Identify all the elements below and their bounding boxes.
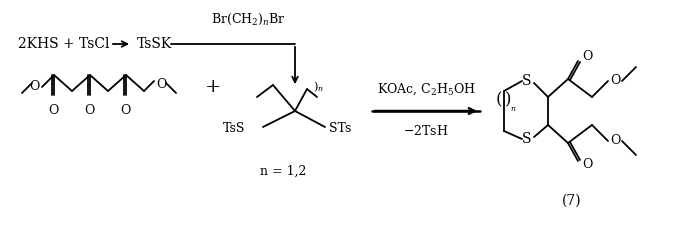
- Text: KOAc, C$_2$H$_5$OH: KOAc, C$_2$H$_5$OH: [377, 81, 475, 97]
- Text: TsS: TsS: [223, 123, 246, 136]
- Text: (7): (7): [562, 194, 582, 208]
- Text: +: +: [205, 78, 221, 96]
- Text: ($\,)$: ($\,)$: [495, 89, 511, 109]
- Text: $-$2TsH: $-$2TsH: [403, 124, 449, 138]
- Text: O: O: [610, 134, 621, 147]
- Text: O: O: [582, 158, 593, 172]
- Text: S: S: [522, 132, 532, 146]
- Text: Br(CH$_2$)$_n$Br: Br(CH$_2$)$_n$Br: [211, 11, 285, 27]
- Text: 2KHS + TsCl: 2KHS + TsCl: [18, 37, 110, 51]
- Text: O: O: [47, 104, 58, 117]
- Text: O: O: [610, 74, 621, 87]
- Text: $_n$: $_n$: [510, 104, 517, 114]
- Text: O: O: [582, 51, 593, 63]
- Text: n = 1,2: n = 1,2: [260, 164, 306, 177]
- Text: )$_n$: )$_n$: [313, 80, 324, 94]
- Text: TsSK: TsSK: [137, 37, 172, 51]
- Text: O: O: [84, 104, 94, 117]
- Text: O: O: [156, 79, 166, 92]
- Text: O: O: [29, 81, 39, 93]
- Text: O: O: [120, 104, 131, 117]
- Text: S: S: [522, 74, 532, 88]
- Text: STs: STs: [329, 123, 351, 136]
